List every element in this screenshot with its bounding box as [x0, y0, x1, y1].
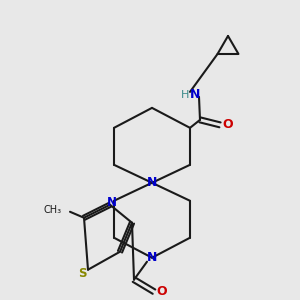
- Text: O: O: [157, 285, 167, 298]
- Text: N: N: [147, 251, 157, 264]
- Text: N: N: [147, 176, 157, 189]
- Text: N: N: [190, 88, 200, 101]
- Text: CH₃: CH₃: [44, 205, 62, 215]
- Text: O: O: [223, 118, 233, 131]
- Text: N: N: [107, 196, 117, 209]
- Text: H: H: [181, 90, 189, 100]
- Text: S: S: [78, 267, 86, 280]
